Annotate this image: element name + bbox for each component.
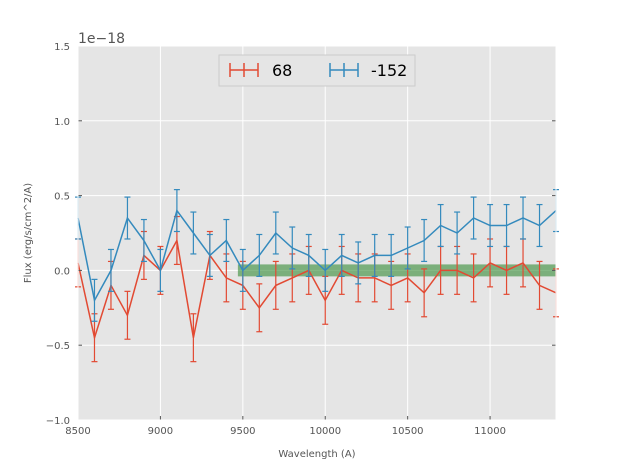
x-tick-label: 11000 — [474, 426, 506, 437]
x-tick-label: 9500 — [230, 426, 255, 437]
zero-band-rect — [237, 264, 556, 277]
x-tick-label: 10500 — [392, 426, 424, 437]
plot-area — [78, 46, 556, 420]
x-tick-label: 10000 — [309, 426, 341, 437]
legend-label-minus152: -152 — [371, 61, 407, 80]
y-axis-label: Flux (erg/s/cm^2/A) — [23, 183, 34, 283]
y-tick-label: −1.0 — [46, 416, 70, 427]
x-axis-label: Wavelength (A) — [278, 449, 355, 460]
x-tick-label: 9000 — [148, 426, 173, 437]
series-line — [77, 238, 557, 341]
legend: 68 -152 — [218, 54, 416, 87]
legend-entry-minus152: -152 — [329, 61, 407, 80]
series-line — [77, 208, 557, 303]
y-tick-label: 0.5 — [54, 192, 70, 203]
plot-frame — [77, 45, 557, 421]
y-tick-label: −0.5 — [46, 341, 70, 352]
zero-band — [237, 264, 556, 277]
y-tick-label: 1.5 — [54, 42, 70, 53]
ticks: 8500 9000 9500 10000 10500 11000 −1.0 −0.5 0.0 0.… — [46, 42, 556, 437]
x-tick-label: 8500 — [65, 426, 90, 437]
series-minus152 — [75, 189, 559, 322]
legend-label-68: 68 — [272, 61, 292, 80]
y-offset-text: 1e−18 — [78, 31, 125, 47]
legend-entry-68: 68 — [229, 61, 292, 80]
y-tick-label: 1.0 — [54, 117, 70, 128]
y-tick-label: 0.0 — [54, 266, 70, 277]
